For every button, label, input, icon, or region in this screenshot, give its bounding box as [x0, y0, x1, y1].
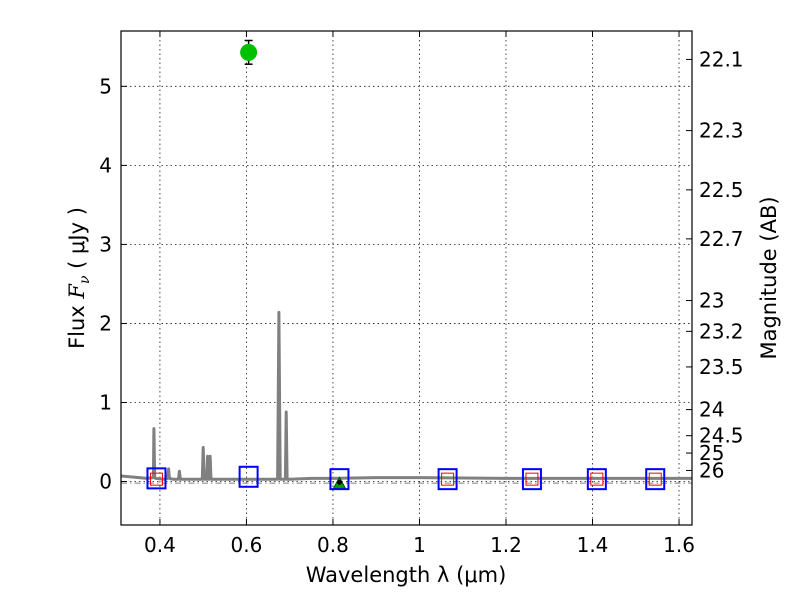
- mag-tick-label: 22.1: [699, 47, 744, 71]
- mag-tick-label: 22.3: [699, 119, 744, 143]
- y-axis-label-suffix: ( μJy ): [65, 207, 89, 275]
- x-tick-label: 1.6: [663, 533, 695, 557]
- x-axis-label: Wavelength λ (μm): [306, 563, 507, 587]
- mag-tick-label: 22.5: [699, 178, 744, 202]
- mag-tick-label: 23.5: [699, 355, 744, 379]
- x-tick-label: 1: [413, 533, 426, 557]
- x-tick-label: 1.2: [490, 533, 522, 557]
- mag-tick-label: 23: [699, 289, 724, 313]
- x-tick-label: 0.6: [231, 533, 263, 557]
- y-tick-label: 4: [99, 153, 112, 177]
- observed-photometry-square: [648, 472, 662, 486]
- y-axis-label-var: F: [65, 283, 89, 300]
- x-tick-label: 0.4: [144, 533, 176, 557]
- grid-layer: [121, 31, 692, 525]
- y-tick-label: 1: [99, 390, 112, 414]
- plot-area: [121, 31, 692, 525]
- mag-tick-label: 26: [699, 458, 724, 482]
- observed-photometry-square: [149, 472, 163, 486]
- model-photometry-square: [146, 467, 167, 490]
- mag-tick-label: 22.7: [699, 227, 744, 251]
- mag-tick-label: 25: [699, 441, 724, 465]
- tick-layer: 0.4 0.6 0.8 1 1.2 1.4 1.601234522.122.322.522.…: [99, 31, 744, 557]
- y-tick-label: 3: [99, 232, 112, 256]
- mag-tick-label: 23.2: [699, 319, 744, 343]
- y-axis-label: Flux Fν ( μJy ): [65, 207, 93, 349]
- model-photometry-square: [645, 468, 666, 491]
- y-tick-label: 2: [99, 311, 112, 335]
- y-axis-label-sub: ν: [77, 275, 93, 284]
- observed-photometry-square: [441, 472, 455, 486]
- y-axis-label-prefix: Flux: [65, 299, 89, 349]
- plot-frame: [120, 30, 693, 526]
- x-tick-label: 0.8: [317, 533, 349, 557]
- model-photometry-square: [521, 468, 542, 491]
- x-tick-label: 1.4: [577, 533, 609, 557]
- model-photometry-square: [437, 468, 458, 491]
- observed-flux-point: [240, 43, 258, 61]
- model-photometry-square: [329, 468, 350, 491]
- model-photometry-square: [238, 465, 259, 488]
- observed-photometry-square: [525, 472, 539, 486]
- series-layer: [120, 39, 692, 491]
- observed-photometry-square: [590, 472, 604, 486]
- right-axis-label: Magnitude (AB): [757, 196, 781, 359]
- mag-tick-label: 24.5: [699, 424, 744, 448]
- y-tick-label: 0: [99, 470, 112, 494]
- model-photometry-square: [586, 468, 607, 491]
- mag-tick-label: 24: [699, 398, 724, 422]
- y-tick-label: 5: [99, 74, 112, 98]
- model-spectrum-line: [120, 310, 692, 481]
- upper-limit-dot: [336, 479, 342, 485]
